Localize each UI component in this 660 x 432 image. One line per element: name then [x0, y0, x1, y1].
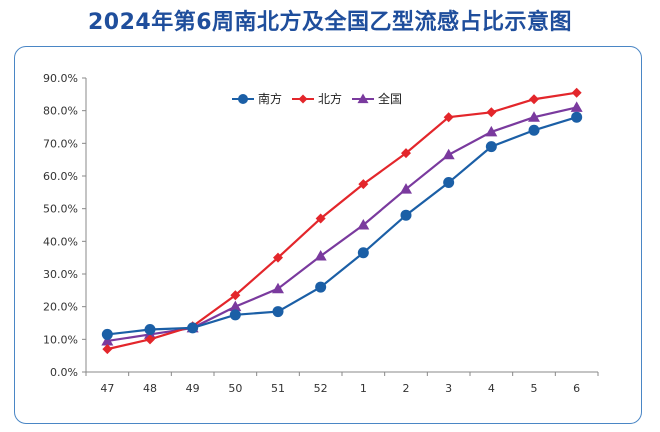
data-point-全国	[485, 125, 498, 137]
legend-label-全国: 全国	[378, 91, 402, 106]
x-tick-label: 3	[445, 382, 452, 395]
y-tick-label: 60.0%	[43, 170, 78, 183]
data-point-全国	[357, 219, 370, 230]
data-point-南方	[400, 209, 412, 221]
legend-marker-北方	[298, 94, 308, 104]
data-point-北方	[230, 290, 241, 301]
x-tick-label: 1	[360, 382, 367, 395]
legend-label-南方: 南方	[258, 91, 282, 106]
y-tick-label: 40.0%	[43, 235, 78, 248]
chart-frame	[14, 46, 642, 424]
x-tick-label: 49	[186, 382, 200, 395]
data-point-全国	[314, 250, 327, 261]
y-tick-label: 20.0%	[43, 301, 78, 314]
data-point-北方	[145, 334, 155, 345]
data-point-南方	[315, 281, 327, 293]
data-point-南方	[443, 177, 455, 189]
x-tick-label: 48	[143, 382, 157, 395]
y-tick-label: 30.0%	[43, 268, 78, 281]
data-point-全国	[528, 111, 540, 122]
data-point-北方	[401, 148, 411, 159]
y-tick-label: 0.0%	[50, 366, 78, 379]
y-tick-label: 10.0%	[43, 333, 78, 346]
y-tick-label: 90.0%	[43, 72, 78, 85]
x-tick-label: 51	[271, 382, 285, 395]
x-tick-label: 2	[403, 382, 410, 395]
data-point-北方	[273, 252, 283, 263]
data-point-北方	[529, 94, 539, 105]
data-point-南方	[229, 309, 241, 321]
data-point-北方	[315, 213, 326, 224]
y-tick-label: 80.0%	[43, 105, 78, 118]
x-tick-label: 47	[100, 382, 114, 395]
x-tick-label: 5	[531, 382, 538, 395]
data-point-北方	[102, 344, 113, 355]
x-tick-label: 50	[228, 382, 242, 395]
series-line-全国	[107, 106, 577, 343]
series-line-北方	[107, 91, 577, 351]
data-point-南方	[272, 306, 284, 318]
data-point-北方	[571, 87, 582, 98]
legend-label-北方: 北方	[318, 91, 342, 106]
legend-marker-全国	[357, 93, 369, 104]
data-point-南方	[528, 124, 540, 136]
data-point-全国	[229, 300, 242, 312]
data-point-南方	[144, 324, 156, 336]
data-point-全国	[400, 183, 412, 194]
x-tick-label: 52	[314, 382, 328, 395]
x-tick-label: 6	[573, 382, 580, 395]
data-point-南方	[485, 141, 497, 153]
data-point-北方	[443, 112, 454, 123]
series-line-南方	[107, 116, 577, 336]
data-point-北方	[358, 179, 369, 190]
data-point-全国	[272, 282, 284, 294]
data-point-南方	[101, 328, 113, 340]
chart-title: 2024年第6周南北方及全国乙型流感占比示意图	[87, 10, 573, 35]
data-point-南方	[571, 111, 583, 123]
data-point-全国	[442, 148, 455, 160]
data-point-南方	[187, 322, 199, 334]
data-point-全国	[570, 101, 583, 112]
y-tick-label: 50.0%	[43, 203, 78, 216]
data-point-北方	[486, 107, 497, 118]
data-point-全国	[101, 334, 114, 346]
data-point-南方	[357, 247, 369, 259]
y-tick-label: 70.0%	[43, 137, 78, 150]
x-tick-label: 4	[488, 382, 495, 395]
legend-marker-南方	[238, 94, 248, 104]
